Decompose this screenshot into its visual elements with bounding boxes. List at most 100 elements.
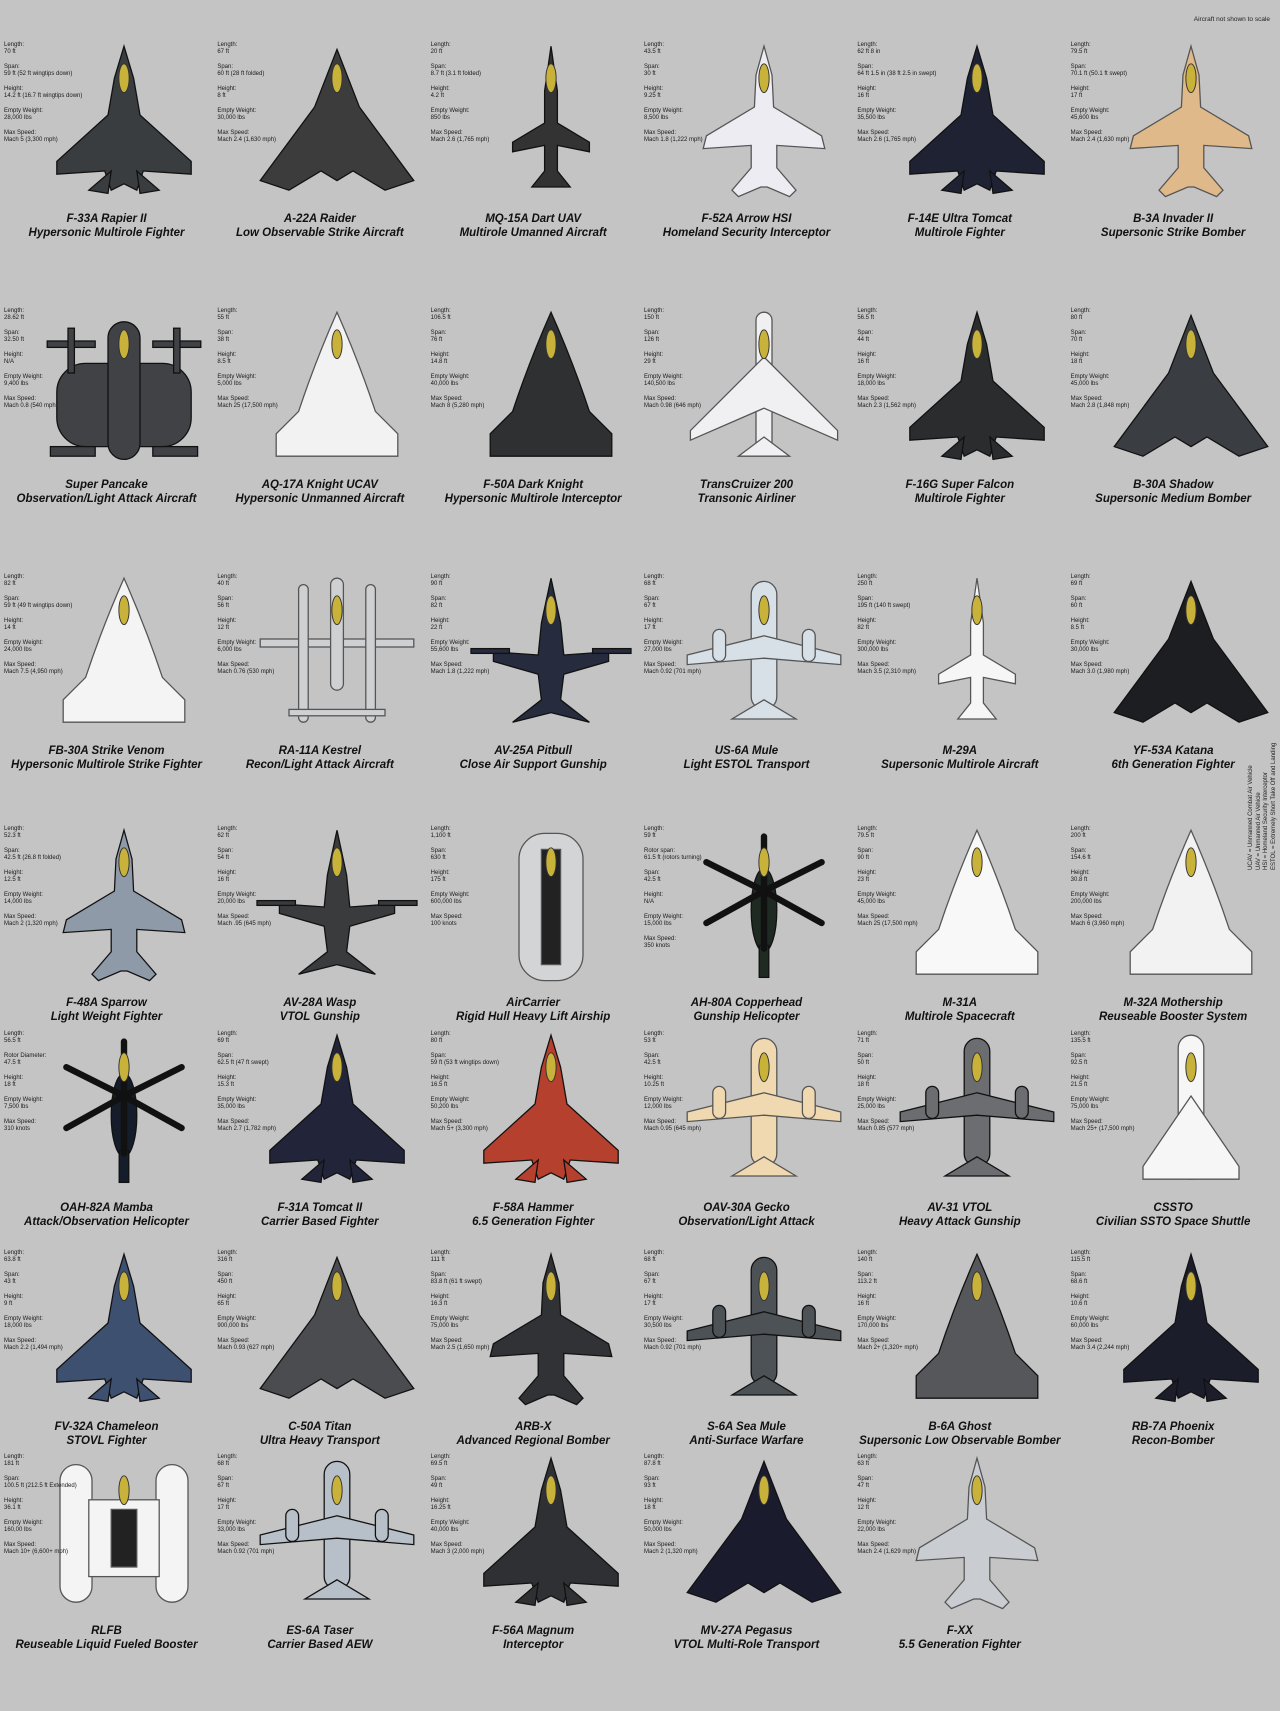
spec-value: Mach 2.6 (1,765 mph) (430, 137, 490, 143)
spec-value: 50,000 lbs (643, 1527, 672, 1533)
spec-value: 310 knots (4, 1126, 31, 1132)
aircraft-name: F-56A Magnum (492, 1625, 575, 1637)
spec-value: 79.5 ft (857, 833, 874, 839)
spec-label: Max Speed: (643, 130, 677, 136)
spec-list: Length: 135.5 ft Span: 92.5 ft Height: 21.5 f… (1071, 1031, 1135, 1141)
aircraft-card: Length: 55 ft Span: 38 ft Height: 8.5 ft Empty… (213, 302, 426, 565)
spec-label: Height: (217, 1498, 237, 1504)
spec-item: Span: 42.5 ft (644, 870, 706, 884)
spec-item: Max Speed: Mach 10+ (6,600+ mph) (4, 1542, 68, 1556)
spec-label: Max Speed: (643, 1119, 677, 1125)
spec-value: 10.6 ft (1070, 1301, 1088, 1307)
spec-item: Max Speed: 350 knots (644, 936, 706, 950)
aircraft-silhouette (684, 570, 844, 740)
spec-label: Span: (857, 1053, 873, 1059)
aircraft-silhouette (257, 38, 417, 208)
spec-list: Length: 67 ft Span: 60 ft (28 ft folded) Hei… (217, 42, 279, 152)
spec-value: 59 ft (53 ft wingtips down) (430, 1060, 500, 1066)
spec-label: Empty Weight: (857, 892, 897, 898)
spec-item: Height: 175 ft (431, 870, 493, 884)
spec-list: Length: 56.5 ft Span: 44 ft Height: 16 ft Empt… (857, 308, 919, 418)
spec-item: Max Speed: Mach 2.3 (1,562 mph) (857, 396, 919, 410)
aircraft-card: Length: 63.8 ft Span: 43 ft Height: 9 ft Empty… (0, 1244, 213, 1507)
spec-label: Empty Weight: (857, 1097, 897, 1103)
spec-list: Length: 79.5 ft Span: 70.1 ft (50.1 ft swep… (1071, 42, 1133, 152)
spec-label: Length: (217, 826, 238, 832)
aircraft-name: TransCruizer 200 (699, 479, 794, 491)
spec-label: Height: (643, 892, 663, 898)
spec-item: Span: 47 ft (857, 1476, 919, 1490)
spec-label: Height: (857, 1498, 877, 1504)
spec-list: Length: 43.5 ft Span: 30 ft Height: 9.25 ft Em… (644, 42, 706, 152)
aircraft-role: Carrier Based AEW (267, 1639, 373, 1651)
spec-list: Length: 181 ft Span: 100.5 ft (212.5 ft Ext… (4, 1454, 77, 1564)
spec-item: Empty Weight: 170,000 lbs (857, 1316, 919, 1330)
spec-value: 140 ft (857, 1257, 873, 1263)
aircraft-card: Length: 71 ft Span: 50 ft Height: 18 ft Empty … (853, 1025, 1066, 1288)
spec-label: Span: (4, 848, 20, 854)
spec-value: 170,000 lbs (857, 1323, 889, 1329)
spec-label: Max Speed: (857, 662, 890, 668)
spec-label: Max Speed: (857, 130, 890, 136)
spec-value: Mach 0.93 (627 mph) (217, 1345, 275, 1351)
spec-list: Length: 68 ft Span: 67 ft Height: 17 ft Empty … (644, 574, 706, 684)
spec-value: 14,000 lbs (4, 899, 32, 905)
spec-item: Empty Weight: 300,000 lbs (857, 640, 919, 654)
spec-item: Height: 8.5 ft (217, 352, 279, 366)
spec-label: Span: (4, 1476, 20, 1482)
spec-item: Length: 135.5 ft (1071, 1031, 1133, 1045)
aircraft-card: Length: 200 ft Span: 154.6 ft Height: 30.8 ft… (1067, 820, 1280, 1083)
spec-label: Max Speed: (217, 914, 250, 920)
spec-item: Length: 55 ft (217, 308, 279, 322)
aircraft-role: Gunship Helicopter (693, 1011, 800, 1023)
aircraft-caption: B-6A Ghost Supersonic Low Observable Bomb… (853, 1420, 1066, 1448)
spec-item: Max Speed: Mach 2 (1,320 mph) (4, 914, 66, 928)
spec-label: Span: (430, 1476, 447, 1482)
aircraft-caption: CSSTO Civilian SSTO Space Shuttle (1067, 1201, 1280, 1229)
aircraft-caption: M-29A Supersonic Multirole Aircraft (853, 744, 1066, 772)
aircraft-card: Length: 68 ft Span: 67 ft Height: 17 ft Empty … (640, 1244, 853, 1507)
spec-value: 42.5 ft (643, 1060, 661, 1066)
spec-list: Length: 53 ft Span: 42.5 ft Height: 10.25 ft E… (644, 1031, 706, 1141)
spec-label: Max Speed: (643, 396, 677, 402)
spec-item: Empty Weight: 40,000 lbs (431, 1520, 493, 1534)
spec-label: Length: (643, 574, 665, 580)
spec-label: Height: (4, 1075, 24, 1081)
spec-item: Length: 1,100 ft (431, 826, 493, 840)
spec-value: 40,000 lbs (430, 381, 459, 387)
spec-label: Empty Weight: (4, 1097, 43, 1103)
spec-item: Span: 92.5 ft (1071, 1053, 1133, 1067)
spec-value: 20,000 lbs (217, 899, 246, 905)
spec-value: 160,00 lbs (4, 1527, 32, 1533)
aircraft-card: Length: 53 ft Span: 42.5 ft Height: 10.25 ft E… (640, 1025, 853, 1288)
spec-item: Empty Weight: 600,000 lbs (431, 892, 493, 906)
aircraft-role: Heavy Attack Gunship (898, 1216, 1021, 1228)
spec-list: Length: 40 ft Span: 56 ft Height: 12 ft Empty … (217, 574, 279, 684)
spec-label: Empty Weight: (643, 1097, 683, 1103)
spec-value: 62.5 ft (47 ft swept) (217, 1060, 269, 1066)
spec-item: Max Speed: Mach 2.4 (1,629 mph) (857, 1542, 919, 1556)
spec-item: Height: 14.2 ft (16.7 ft wingtips down) (4, 86, 82, 100)
spec-item: Height: 16 ft (857, 1294, 919, 1308)
spec-value: 80 ft (430, 1038, 443, 1044)
spec-list: Length: 106.5 ft Span: 76 ft Height: 14.8 ft E… (431, 308, 493, 418)
spec-item: Height: 9 ft (4, 1294, 66, 1308)
spec-value: 38 ft (217, 337, 230, 343)
spec-label: Height: (4, 1498, 24, 1504)
spec-item: Length: 28.62 ft (4, 308, 66, 322)
spec-label: Max Speed: (1070, 130, 1103, 136)
spec-item: Max Speed: Mach 0.76 (530 mph) (217, 662, 279, 676)
spec-item: Empty Weight: 75,000 lbs (1071, 1097, 1133, 1111)
spec-list: Length: 20 ft Span: 8.7 ft (3.1 ft folded) H… (431, 42, 493, 152)
aircraft-role: Supersonic Multirole Aircraft (881, 759, 1039, 771)
spec-value: N/A (643, 899, 654, 905)
spec-label: Max Speed: (4, 130, 37, 136)
spec-item: Length: 63.8 ft (4, 1250, 66, 1264)
aircraft-card: Length: 115.5 ft Span: 68.6 ft Height: 10.6 f… (1067, 1244, 1280, 1507)
aircraft-caption: F-33A Rapier II Hypersonic Multirole Figh… (0, 212, 213, 240)
spec-item: Height: 12 ft (857, 1498, 919, 1512)
spec-item: Height: 10.25 ft (644, 1075, 706, 1089)
spec-value: 67 ft (217, 1483, 230, 1489)
spec-item: Span: 76 ft (431, 330, 493, 344)
spec-value: 18,000 lbs (4, 1323, 32, 1329)
